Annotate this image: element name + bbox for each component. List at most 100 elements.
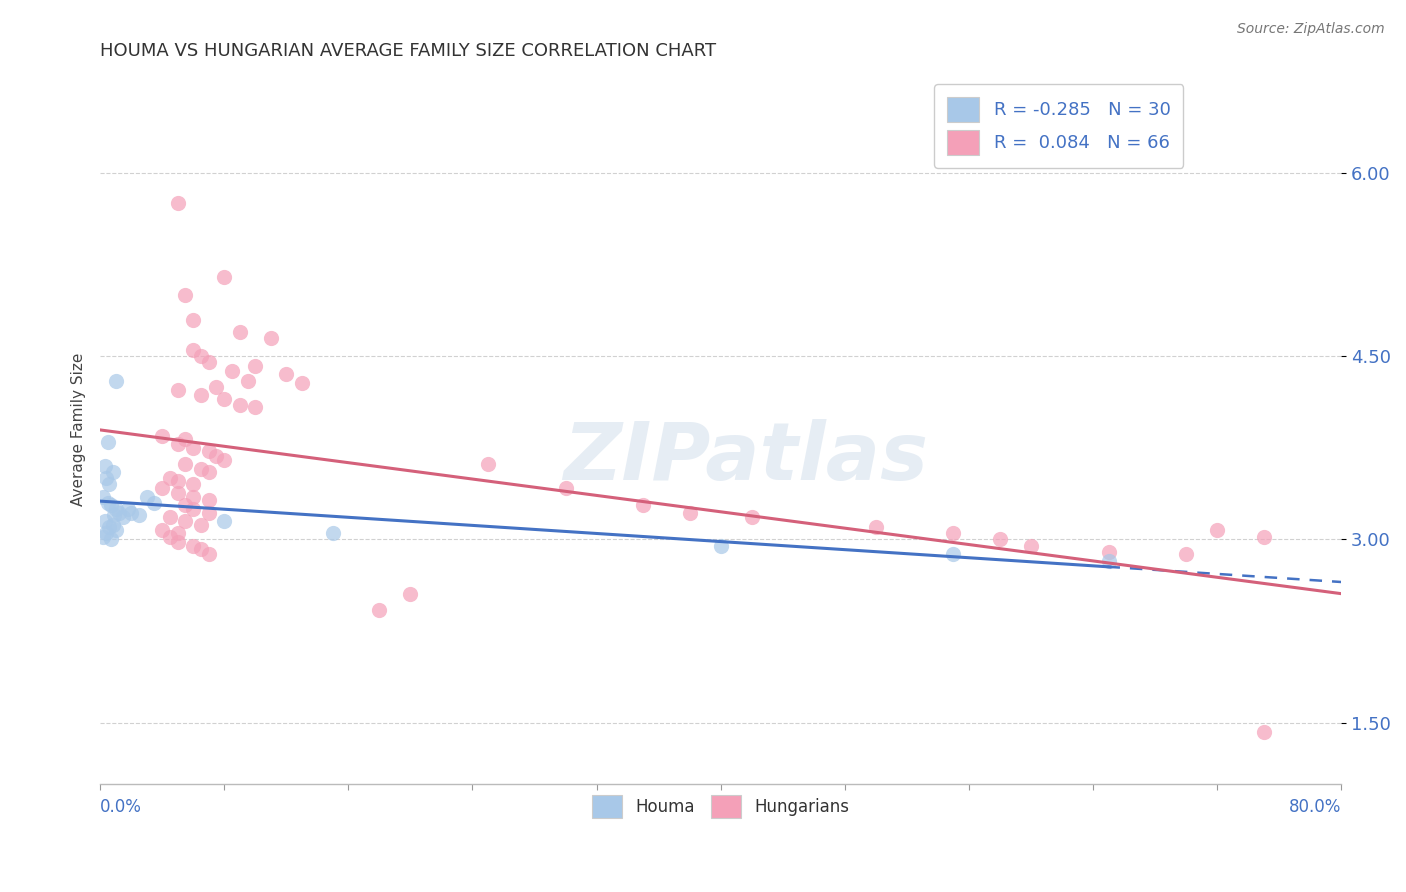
- Point: [96, 471, 118, 485]
- Point: [97, 434, 120, 449]
- Point: [174, 432, 197, 446]
- Point: [197, 506, 219, 520]
- Point: [150, 428, 173, 442]
- Point: [98, 520, 121, 534]
- Point: [631, 498, 654, 512]
- Point: [190, 461, 212, 475]
- Y-axis label: Average Family Size: Average Family Size: [72, 352, 86, 506]
- Point: [399, 587, 422, 601]
- Point: [135, 490, 157, 504]
- Point: [100, 533, 122, 547]
- Text: ZIPatlas: ZIPatlas: [562, 419, 928, 497]
- Point: [174, 514, 197, 528]
- Point: [100, 498, 122, 512]
- Point: [942, 526, 965, 541]
- Point: [91, 530, 114, 544]
- Point: [104, 501, 127, 516]
- Point: [174, 498, 197, 512]
- Point: [245, 359, 267, 373]
- Point: [197, 444, 219, 458]
- Point: [94, 514, 117, 528]
- Point: [197, 493, 219, 508]
- Point: [477, 457, 499, 471]
- Point: [101, 465, 124, 479]
- Point: [260, 331, 283, 345]
- Point: [212, 453, 235, 467]
- Point: [554, 481, 576, 495]
- Point: [212, 392, 235, 406]
- Point: [150, 481, 173, 495]
- Point: [276, 368, 298, 382]
- Point: [205, 450, 228, 464]
- Point: [1097, 544, 1119, 558]
- Point: [91, 490, 114, 504]
- Point: [1253, 530, 1275, 544]
- Point: [104, 374, 127, 388]
- Point: [212, 269, 235, 284]
- Point: [181, 441, 204, 455]
- Point: [181, 539, 204, 553]
- Point: [143, 496, 166, 510]
- Point: [190, 388, 212, 402]
- Point: [174, 457, 197, 471]
- Point: [181, 312, 204, 326]
- Point: [236, 374, 259, 388]
- Point: [212, 514, 235, 528]
- Point: [159, 510, 181, 524]
- Point: [181, 501, 204, 516]
- Point: [197, 547, 219, 561]
- Point: [166, 534, 188, 549]
- Point: [120, 506, 142, 520]
- Point: [107, 506, 129, 520]
- Point: [104, 523, 127, 537]
- Point: [150, 523, 173, 537]
- Point: [94, 459, 117, 474]
- Point: [741, 510, 763, 524]
- Point: [159, 471, 181, 485]
- Point: [710, 539, 733, 553]
- Point: [166, 196, 188, 211]
- Point: [98, 477, 121, 491]
- Point: [229, 325, 252, 339]
- Point: [166, 437, 188, 451]
- Point: [245, 401, 267, 415]
- Point: [96, 526, 118, 541]
- Point: [942, 547, 965, 561]
- Point: [112, 510, 135, 524]
- Point: [197, 465, 219, 479]
- Point: [117, 501, 139, 516]
- Point: [101, 517, 124, 532]
- Point: [679, 506, 702, 520]
- Point: [1206, 523, 1229, 537]
- Point: [128, 508, 150, 522]
- Point: [159, 530, 181, 544]
- Point: [1253, 725, 1275, 739]
- Text: 0.0%: 0.0%: [100, 798, 142, 816]
- Point: [1097, 554, 1119, 568]
- Point: [197, 355, 219, 369]
- Point: [166, 526, 188, 541]
- Point: [988, 533, 1011, 547]
- Point: [190, 542, 212, 557]
- Point: [97, 496, 120, 510]
- Point: [166, 486, 188, 500]
- Point: [174, 288, 197, 302]
- Text: 80.0%: 80.0%: [1289, 798, 1341, 816]
- Point: [181, 490, 204, 504]
- Point: [190, 349, 212, 363]
- Legend: Houma, Hungarians: Houma, Hungarians: [585, 788, 856, 825]
- Text: HOUMA VS HUNGARIAN AVERAGE FAMILY SIZE CORRELATION CHART: HOUMA VS HUNGARIAN AVERAGE FAMILY SIZE C…: [100, 42, 716, 60]
- Point: [166, 384, 188, 398]
- Text: Source: ZipAtlas.com: Source: ZipAtlas.com: [1237, 22, 1385, 37]
- Point: [865, 520, 887, 534]
- Point: [1175, 547, 1198, 561]
- Point: [221, 364, 243, 378]
- Point: [205, 380, 228, 394]
- Point: [1019, 539, 1042, 553]
- Point: [368, 603, 391, 617]
- Point: [181, 343, 204, 357]
- Point: [181, 477, 204, 491]
- Point: [291, 376, 314, 390]
- Point: [190, 517, 212, 532]
- Point: [322, 526, 344, 541]
